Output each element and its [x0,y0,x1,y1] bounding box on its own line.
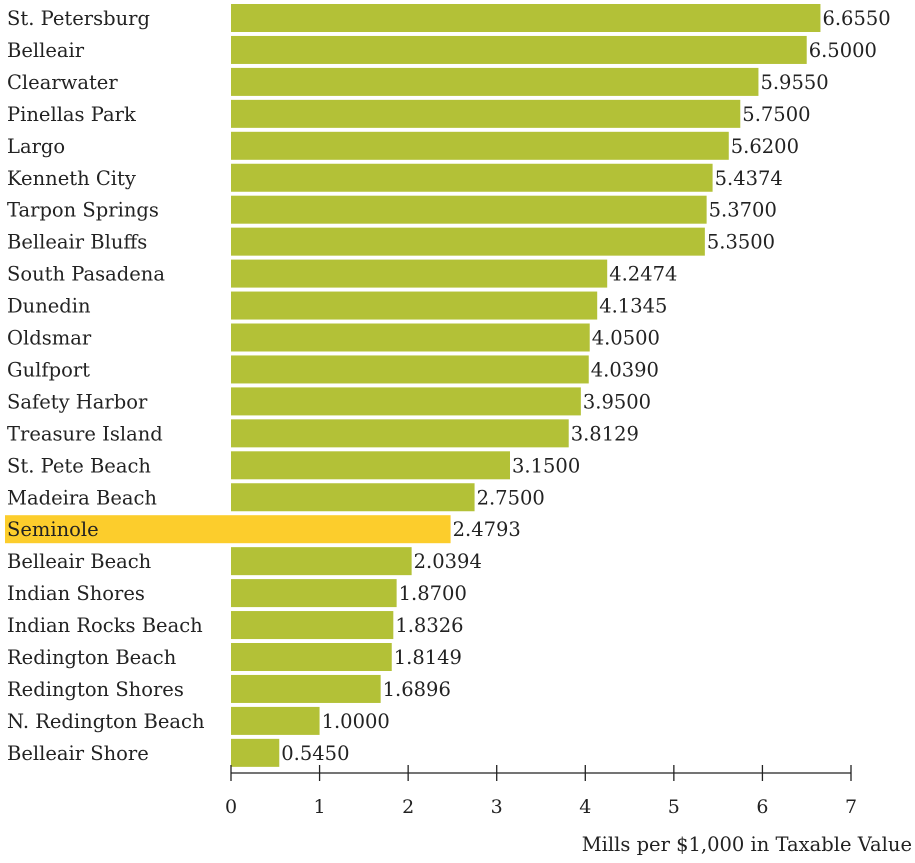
value-label: 3.1500 [512,454,580,477]
value-label: 0.5450 [281,742,349,765]
bar-largo [231,131,729,160]
bar-group: St. Petersburg 6.6550 Belleair 6.5000 Clearw… [5,4,891,767]
category-label: St. Petersburg [7,7,150,30]
x-tick-label: 0 [225,796,237,818]
bar-belleair-shore [231,738,280,767]
value-label: 1.8149 [394,646,462,669]
value-label: 4.0500 [592,327,660,350]
category-label: Belleair Bluffs [7,231,147,254]
x-tick-label: 7 [845,796,857,818]
category-label: Seminole [7,518,99,541]
bar-gulfport [231,355,589,384]
category-label: Largo [7,135,65,158]
value-label: 4.0390 [591,358,659,381]
bar-redington-beach [231,643,392,671]
category-label: Indian Shores [7,582,145,605]
category-label: Indian Rocks Beach [7,614,203,637]
value-label: 2.4793 [453,518,521,541]
bar-st-pete-beach [231,451,510,480]
value-label: 5.4374 [715,167,783,190]
value-label: 2.0394 [414,550,482,573]
category-label: Redington Shores [7,678,184,701]
category-label: N. Redington Beach [7,710,205,733]
bar-south-pasadena [231,259,608,288]
value-label: 4.1345 [599,295,667,318]
bar-dunedin [231,291,598,320]
x-axis: 0 1 2 3 4 5 6 7 [225,765,857,818]
bar-safety-harbor [231,387,581,416]
bar-indian-rocks-beach [231,611,394,640]
category-label: St. Pete Beach [7,454,151,477]
bar-redington-shores [231,674,381,703]
x-tick-label: 4 [579,796,591,818]
value-label: 5.3700 [709,199,777,222]
value-label: 1.0000 [322,710,390,733]
bar-treasure-island [231,419,569,448]
value-label: 5.9550 [760,71,828,94]
category-label: Clearwater [7,71,118,94]
bar-clearwater [231,67,759,96]
bar-belleair [231,35,807,64]
bar-indian-shores [231,579,397,608]
category-label: Belleair Shore [7,742,149,765]
bar-belleair-beach [231,547,412,576]
bar-belleair-bluffs [231,227,705,256]
bar-st-petersburg [231,4,821,32]
bar-n-redington-beach [231,706,320,735]
bar-pinellas-park [231,99,741,128]
x-tick-label: 2 [402,796,414,818]
bar-oldsmar [231,323,590,352]
value-label: 6.5000 [809,39,877,62]
value-label: 2.7500 [477,486,545,509]
x-tick-label: 5 [668,796,680,818]
x-tick-label: 6 [756,796,768,818]
value-label: 4.2474 [609,263,677,286]
category-label: Tarpon Springs [7,199,159,222]
value-label: 3.9500 [583,390,651,413]
value-label: 5.6200 [731,135,799,158]
bar-seminole-highlight [5,515,451,544]
value-label: 5.3500 [707,231,775,254]
category-label: Safety Harbor [7,390,148,413]
category-label: Belleair Beach [7,550,152,573]
category-label: South Pasadena [7,263,165,286]
category-label: Treasure Island [7,422,163,445]
category-label: Pinellas Park [7,103,136,126]
value-label: 6.6550 [822,7,890,30]
category-label: Oldsmar [7,327,92,350]
x-tick-label: 3 [491,796,503,818]
value-label: 3.8129 [571,422,639,445]
category-label: Madeira Beach [7,486,157,509]
value-label: 1.8326 [395,614,463,637]
bar-madeira-beach [231,483,475,512]
value-label: 1.8700 [399,582,467,605]
x-tick-label: 1 [314,796,326,818]
bar-kenneth-city [231,163,713,192]
category-label: Dunedin [7,295,91,318]
category-label: Kenneth City [7,167,136,190]
category-label: Belleair [7,39,85,62]
value-label: 1.6896 [383,678,451,701]
value-label: 5.7500 [742,103,810,126]
category-label: Gulfport [7,358,90,381]
bar-tarpon-springs [231,195,707,224]
x-axis-title: Mills per $1,000 in Taxable Value [582,833,912,856]
category-label: Redington Beach [7,646,177,669]
